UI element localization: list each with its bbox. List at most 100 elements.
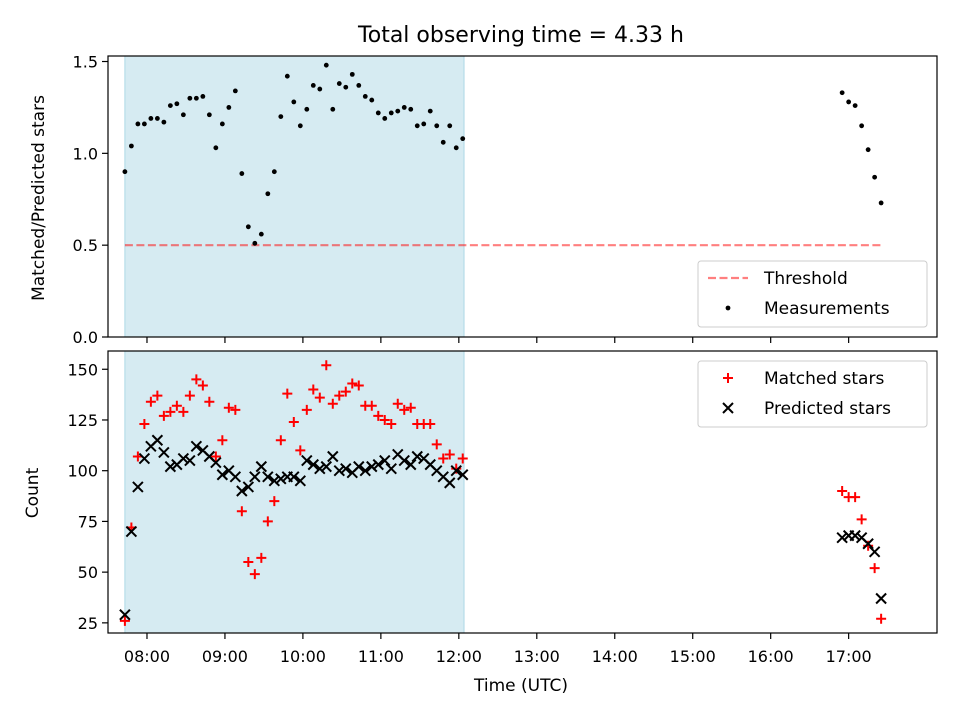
predicted-point xyxy=(229,471,242,483)
measurement-point xyxy=(388,110,394,116)
predicted-point xyxy=(398,454,410,467)
matched-point xyxy=(158,410,169,421)
measurement-point xyxy=(193,95,199,101)
predicted-point xyxy=(275,473,287,485)
predicted-point xyxy=(216,469,229,481)
matched-point xyxy=(366,400,377,411)
bottom-y-axis-label: Count xyxy=(23,467,43,518)
matched-point xyxy=(197,380,208,391)
measurement-point xyxy=(839,90,845,96)
measurement-point xyxy=(414,123,420,129)
measurement-point xyxy=(872,174,878,180)
measurement-point xyxy=(271,169,277,175)
measurement-point xyxy=(122,169,128,175)
legend-marker-predicted xyxy=(722,402,734,414)
measurement-point xyxy=(265,191,271,197)
legend-label: Predicted stars xyxy=(764,399,891,419)
legend: Matched stars Predicted stars xyxy=(697,360,928,428)
measurement-point xyxy=(141,121,147,127)
matched-point xyxy=(249,569,260,580)
predicted-point xyxy=(327,450,339,463)
x-tick-label: 10:00 xyxy=(280,647,326,666)
predicted-point xyxy=(119,609,131,621)
measurement-point xyxy=(349,71,355,77)
matched-point xyxy=(438,453,449,464)
predicted-point xyxy=(353,460,365,473)
matched-point xyxy=(379,414,390,425)
matched-point xyxy=(204,396,215,407)
matched-point xyxy=(301,404,312,415)
predicted-point xyxy=(288,471,300,483)
predicted-point xyxy=(405,458,417,471)
y-tick-label: 25 xyxy=(78,614,98,633)
measurement-point xyxy=(878,200,884,206)
matched-point xyxy=(230,404,241,415)
predicted-point xyxy=(385,462,397,475)
measurement-point xyxy=(427,108,433,114)
matched-point xyxy=(856,514,867,525)
matched-point xyxy=(295,445,306,456)
predicted-point xyxy=(151,434,164,446)
measurement-point xyxy=(336,81,342,86)
predicted-point xyxy=(301,454,313,467)
measurement-point xyxy=(453,145,459,151)
measurement-point xyxy=(369,97,375,103)
predicted-point xyxy=(372,458,384,471)
measurement-point xyxy=(408,106,414,112)
measurement-point xyxy=(291,99,297,105)
measurement-point xyxy=(154,116,160,121)
matched-point xyxy=(405,402,416,413)
x-axis-label: Time (UTC) xyxy=(473,676,568,696)
measurement-point xyxy=(317,86,323,92)
measurement-point xyxy=(226,105,232,110)
matched-point xyxy=(876,613,887,624)
measurement-point xyxy=(846,99,852,105)
x-tick-labels: 08:00 09:00 10:00 11:00 12:00 13:00 14:00 15:00… xyxy=(124,647,872,666)
shaded-span xyxy=(124,55,465,338)
matched-point xyxy=(392,398,403,409)
predicted-point xyxy=(177,452,190,465)
measurement-point xyxy=(278,114,284,120)
measurement-point xyxy=(135,121,141,127)
measurement-point xyxy=(304,106,310,112)
measurement-point xyxy=(865,147,871,153)
matched-point xyxy=(288,417,299,428)
y-tick-label: 1.5 xyxy=(73,53,98,72)
predicted-point xyxy=(268,475,281,487)
matched-point xyxy=(275,435,286,446)
predicted-point xyxy=(307,458,320,471)
matched-point xyxy=(145,396,156,407)
matched-point xyxy=(236,506,247,517)
axes-frame xyxy=(107,350,938,634)
matched-point xyxy=(184,390,195,401)
predicted-point xyxy=(138,452,151,465)
x-tick-label: 11:00 xyxy=(358,647,404,666)
measurement-point xyxy=(252,240,258,246)
predicted-point xyxy=(132,481,144,493)
matched-point xyxy=(373,410,384,421)
measurement-point xyxy=(187,95,193,101)
predicted-point xyxy=(320,460,333,473)
legend-marker-matched xyxy=(723,373,733,383)
shaded-span xyxy=(124,350,465,634)
predicted-point xyxy=(359,464,371,477)
matched-point xyxy=(282,388,293,399)
predicted-point xyxy=(249,471,261,483)
y-tick-label: 1.0 xyxy=(73,144,98,163)
measurement-point xyxy=(148,116,154,121)
predicted-point xyxy=(340,462,352,475)
measurement-point xyxy=(421,121,427,127)
measurement-point xyxy=(440,139,446,145)
legend: Threshold Measurements xyxy=(697,260,928,328)
matched-point xyxy=(457,453,468,464)
x-tick-label: 14:00 xyxy=(592,647,638,666)
measurement-point xyxy=(297,123,303,129)
measurement-point xyxy=(362,94,368,99)
x-tick-label: 13:00 xyxy=(514,647,560,666)
x-tick-label: 15:00 xyxy=(670,647,716,666)
measurement-point xyxy=(382,116,388,121)
measurement-point xyxy=(200,94,206,99)
matched-point xyxy=(139,419,150,430)
matched-point xyxy=(210,451,221,462)
